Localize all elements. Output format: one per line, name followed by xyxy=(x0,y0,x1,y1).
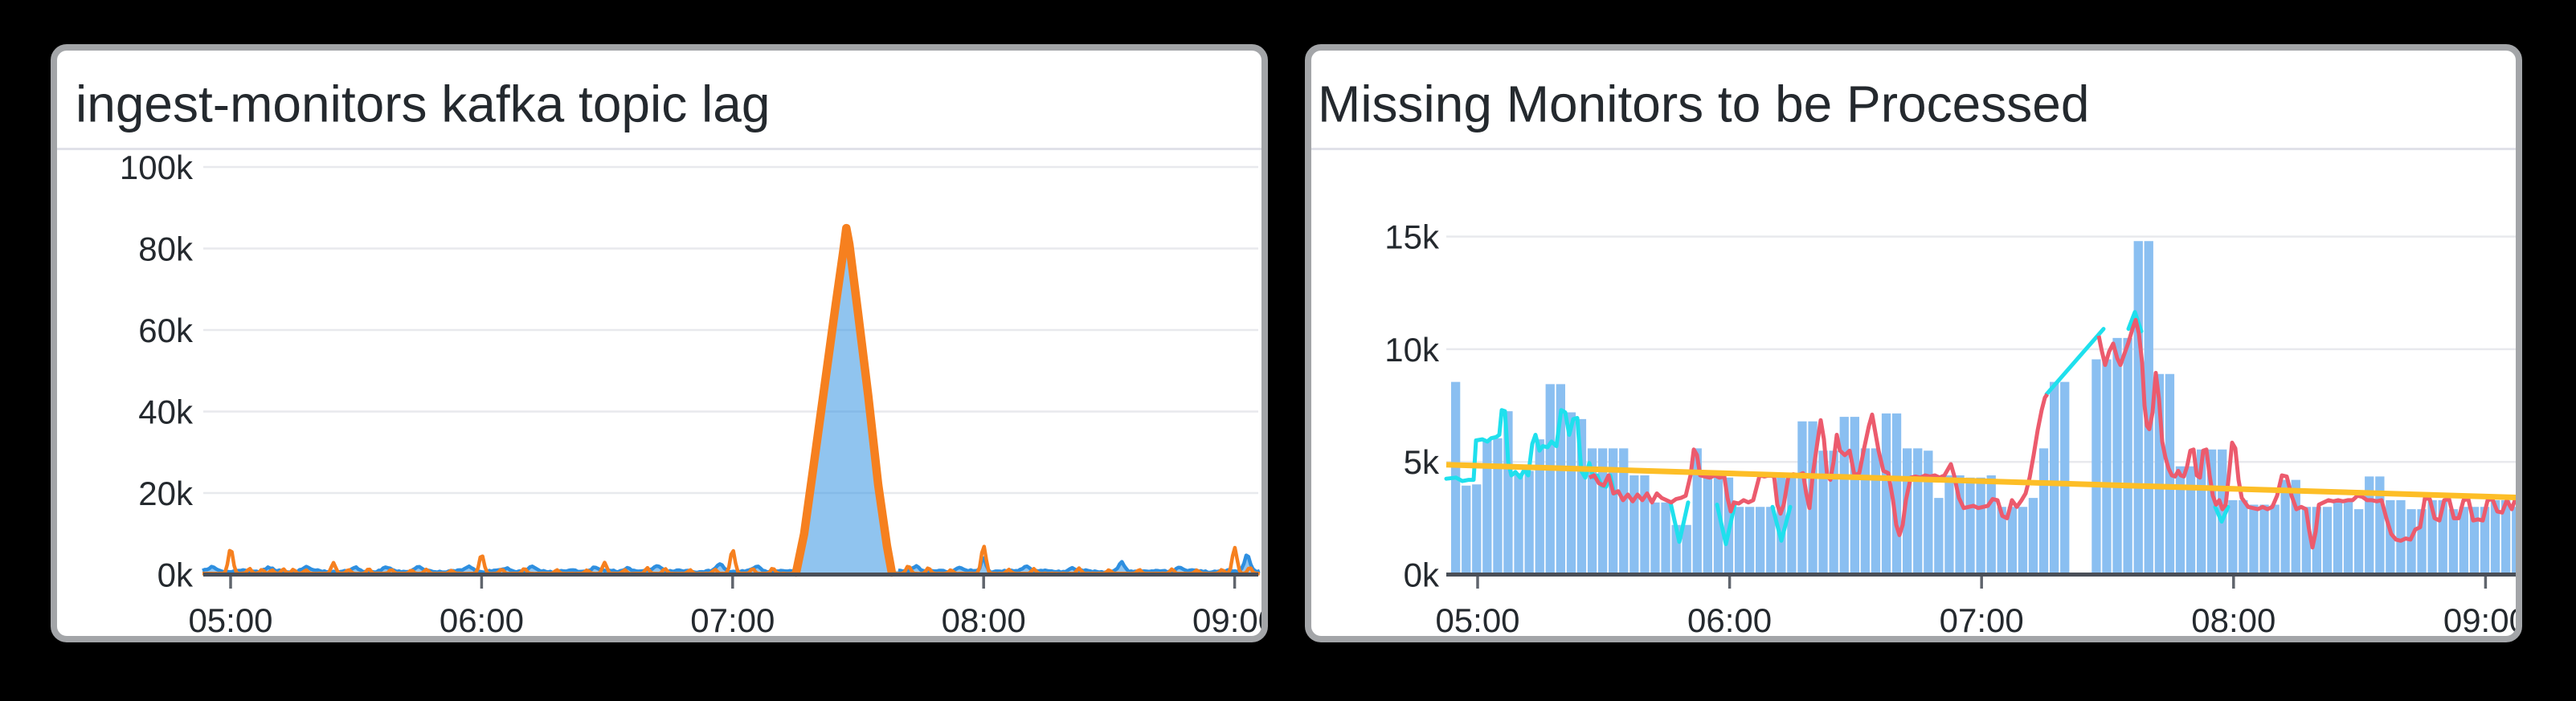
svg-text:08:00: 08:00 xyxy=(2191,601,2275,639)
svg-text:05:00: 05:00 xyxy=(188,601,272,639)
svg-text:20k: 20k xyxy=(138,475,194,512)
svg-text:60k: 60k xyxy=(138,312,194,349)
svg-text:06:00: 06:00 xyxy=(1687,601,1772,639)
svg-text:09:00: 09:00 xyxy=(1192,601,1277,639)
svg-text:07:00: 07:00 xyxy=(690,601,775,639)
svg-text:0k: 0k xyxy=(1404,556,1440,594)
svg-text:5k: 5k xyxy=(1404,443,1440,481)
svg-text:06:00: 06:00 xyxy=(440,601,524,639)
svg-text:08:00: 08:00 xyxy=(942,601,1026,639)
svg-text:09:00: 09:00 xyxy=(2443,601,2528,639)
svg-text:0k: 0k xyxy=(157,556,194,594)
svg-text:15k: 15k xyxy=(1384,218,1440,256)
svg-text:80k: 80k xyxy=(138,230,194,268)
svg-text:05:00: 05:00 xyxy=(1435,601,1519,639)
svg-text:100k: 100k xyxy=(120,149,194,186)
svg-text:10k: 10k xyxy=(1384,331,1440,369)
svg-text:40k: 40k xyxy=(138,393,194,431)
svg-text:Missing Monitors to be Process: Missing Monitors to be Processed xyxy=(1318,75,2089,133)
svg-text:ingest-monitors kafka topic la: ingest-monitors kafka topic lag xyxy=(76,75,770,133)
svg-text:07:00: 07:00 xyxy=(1940,601,2024,639)
